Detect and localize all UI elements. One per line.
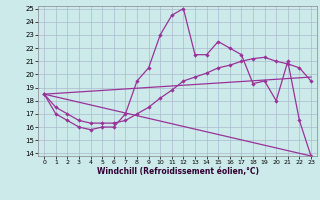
X-axis label: Windchill (Refroidissement éolien,°C): Windchill (Refroidissement éolien,°C)	[97, 167, 259, 176]
